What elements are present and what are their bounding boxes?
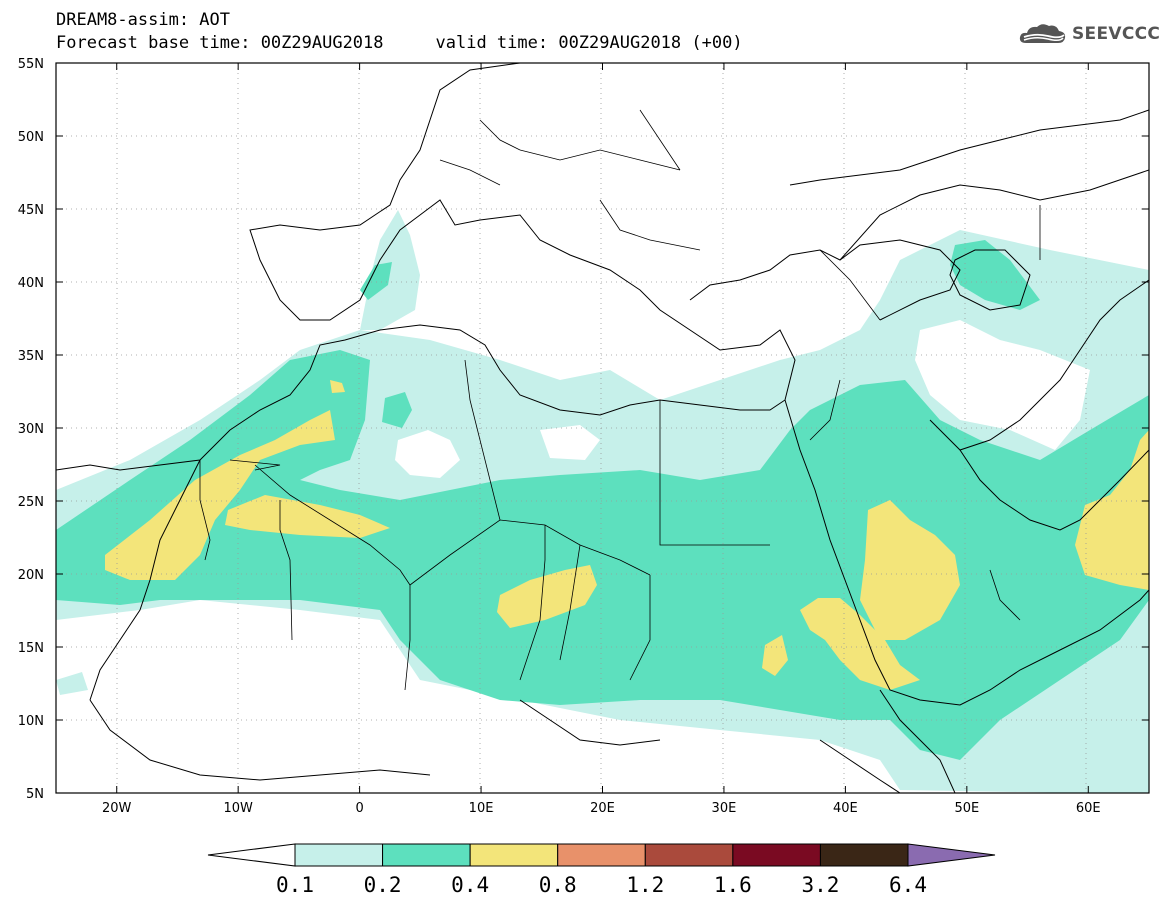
lat-tick-label: 55N [18, 57, 44, 72]
colorbar-label: 0.4 [451, 873, 489, 897]
lon-tick-label: 10E [469, 801, 494, 816]
lon-tick-label: 40E [833, 801, 858, 816]
forecast-base-time: Forecast base time: 00Z29AUG2018 [56, 33, 384, 53]
lon-tick-label: 20E [590, 801, 615, 816]
seevccc-logo: SEEVCCC [1018, 22, 1160, 46]
coastlines [56, 63, 1149, 793]
colorbar-label: 1.6 [714, 873, 752, 897]
lat-tick-label: 25N [18, 495, 44, 510]
lat-tick-label: 40N [18, 276, 44, 291]
colorbar-swatch [644, 843, 734, 867]
colorbar-over-arrow [907, 843, 996, 867]
colorbar-swatch [732, 843, 821, 867]
map-title: DREAM8-assim: AOT [56, 10, 230, 30]
lat-tick-label: 35N [18, 349, 44, 364]
lat-tick-label: 45N [18, 203, 44, 218]
latitude-axis: 55N 50N 45N 40N 35N 30N 25N 20N 15N 10N 5N [18, 57, 1149, 802]
logo-text: SEEVCCC [1072, 24, 1161, 44]
lat-tick-label: 20N [18, 568, 44, 583]
colorbar-label: 3.2 [801, 873, 839, 897]
cloud-icon [1019, 24, 1066, 43]
lon-tick-label: 20W [102, 801, 132, 816]
lat-tick-label: 15N [18, 641, 44, 656]
colorbar-label: 0.2 [364, 873, 402, 897]
country-borders [199, 109, 1041, 691]
colorbar-swatch [382, 843, 471, 867]
aot-field-0.4 [105, 380, 1149, 690]
lon-tick-label: 60E [1076, 801, 1101, 816]
colorbar-under-arrow [207, 843, 296, 867]
lon-tick-label: 10W [223, 801, 253, 816]
lat-tick-label: 30N [18, 422, 44, 437]
lon-tick-label: 50E [954, 801, 979, 816]
time-info: Forecast base time: 00Z29AUG2018 valid ti… [56, 33, 743, 53]
colorbar-swatch [557, 843, 646, 867]
colorbar: 0.1 0.2 0.4 0.8 1.2 1.6 3.2 6.4 [207, 843, 996, 897]
lon-tick-label: 30E [712, 801, 737, 816]
colorbar-swatch [469, 843, 559, 867]
colorbar-swatch [294, 843, 384, 867]
valid-time: valid time: 00Z29AUG2018 (+00) [435, 33, 743, 53]
map-gridlines [56, 63, 1149, 793]
colorbar-label: 1.2 [626, 873, 664, 897]
lat-tick-label: 5N [26, 787, 44, 802]
lat-tick-label: 50N [18, 130, 44, 145]
colorbar-label: 0.1 [276, 873, 314, 897]
colorbar-label: 6.4 [889, 873, 927, 897]
lon-tick-label: 0 [355, 801, 363, 816]
colorbar-swatch [819, 843, 909, 867]
lat-tick-label: 10N [18, 714, 44, 729]
colorbar-label: 0.8 [539, 873, 577, 897]
longitude-axis: 20W 10W 0 10E 20E 30E 40E 50E 60E [102, 63, 1101, 816]
